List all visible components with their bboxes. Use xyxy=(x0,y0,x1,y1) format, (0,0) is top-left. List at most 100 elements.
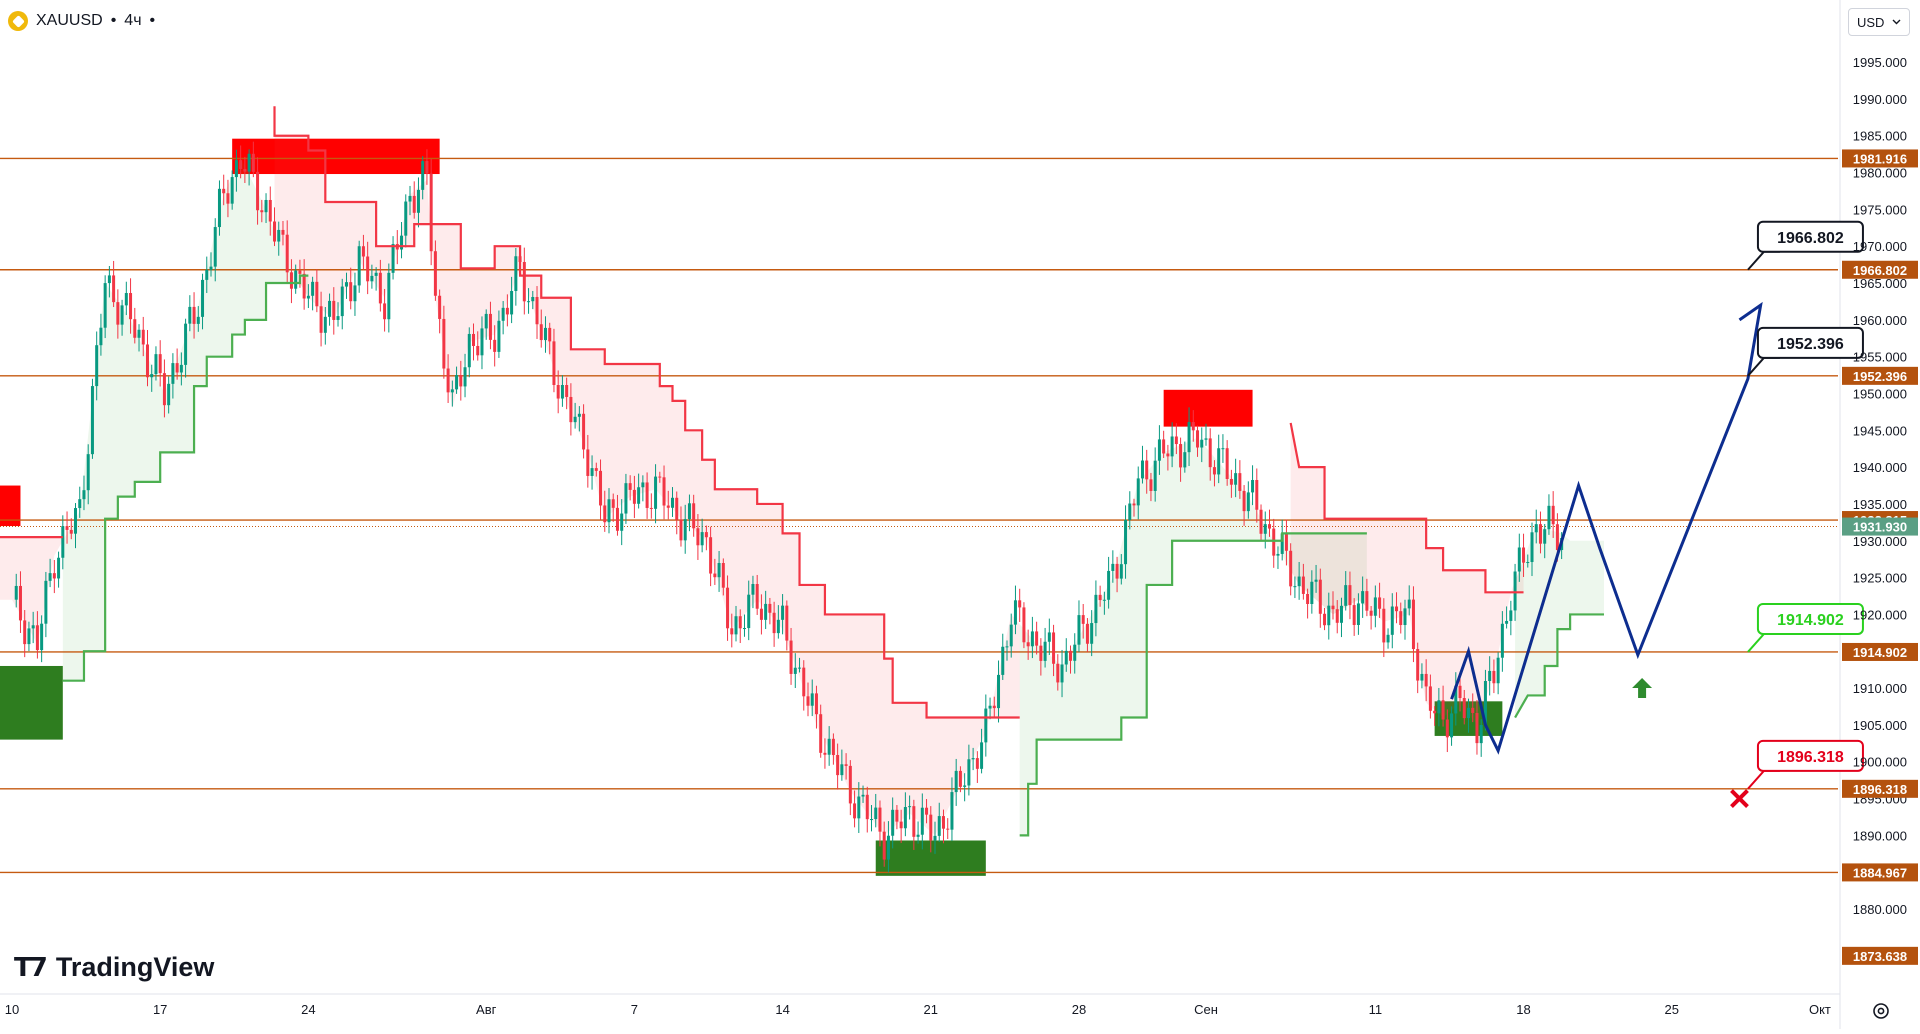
candle-body xyxy=(599,470,603,506)
candle-body xyxy=(1356,603,1360,625)
gold-coin-icon xyxy=(8,11,28,31)
candle-body xyxy=(1183,452,1187,468)
candle-body xyxy=(1352,605,1356,625)
level-badge-label: 1981.916 xyxy=(1853,151,1907,166)
candle-body xyxy=(1361,591,1365,604)
price-tick-label: 1955.000 xyxy=(1853,350,1907,365)
candle-body xyxy=(988,705,992,709)
candle-body xyxy=(1513,571,1517,611)
candle-body xyxy=(1157,439,1161,461)
candle-body xyxy=(950,792,954,830)
candle-body xyxy=(467,333,471,368)
candle-body xyxy=(594,468,598,471)
candle-body xyxy=(1047,632,1051,642)
candle-body xyxy=(476,345,480,356)
candle-body xyxy=(975,758,979,769)
time-tick-label: 7 xyxy=(631,1002,638,1017)
price-tick-label: 1970.000 xyxy=(1853,239,1907,254)
candle-body xyxy=(171,363,175,384)
candle-body xyxy=(366,256,370,282)
candle-body xyxy=(675,497,679,520)
candle-body xyxy=(1204,438,1208,440)
candle-body xyxy=(57,557,61,579)
candle-body xyxy=(289,272,293,289)
candle-body xyxy=(412,195,416,213)
candle-body xyxy=(810,693,814,706)
price-tick-label: 1945.000 xyxy=(1853,423,1907,438)
candle-body xyxy=(565,385,569,397)
candle-body xyxy=(268,199,272,222)
candle-body xyxy=(74,508,78,534)
candle-body xyxy=(1234,473,1238,485)
candle-body xyxy=(751,584,755,595)
candle-body xyxy=(1505,620,1509,624)
candle-body xyxy=(539,324,543,341)
candle-body xyxy=(154,354,158,375)
supertrend-fill-down xyxy=(1290,422,1524,725)
candle-body xyxy=(1458,685,1462,699)
level-badge-label: 1966.802 xyxy=(1853,263,1907,278)
candle-body xyxy=(1500,623,1504,658)
candle-body xyxy=(666,505,670,508)
candle-body xyxy=(573,416,577,423)
candle-body xyxy=(1416,649,1420,681)
currency-select[interactable]: USD xyxy=(1848,8,1910,36)
candle-body xyxy=(628,483,632,490)
interval-label: 4ч xyxy=(124,12,142,29)
candle-body xyxy=(205,269,209,280)
candle-body xyxy=(455,375,459,390)
candle-body xyxy=(514,256,518,291)
candle-body xyxy=(18,585,22,621)
candle-body xyxy=(543,327,547,341)
candle-body xyxy=(226,193,230,204)
candle-body xyxy=(129,293,133,320)
candle-body xyxy=(1179,444,1183,468)
level-badge-label: 1873.638 xyxy=(1853,949,1907,964)
price-tick-label: 1940.000 xyxy=(1853,460,1907,475)
candle-body xyxy=(1056,663,1060,683)
candle-body xyxy=(1543,529,1547,544)
candle-body xyxy=(256,171,260,211)
candle-body xyxy=(1386,634,1390,643)
candle-body xyxy=(556,385,560,399)
candle-body xyxy=(671,497,675,508)
projection-path xyxy=(1450,301,1763,755)
candle-body xyxy=(124,293,128,306)
supertrend-fill-down xyxy=(0,537,63,644)
candle-body xyxy=(814,693,818,715)
candle-body xyxy=(501,307,505,321)
candle-body xyxy=(306,295,310,299)
level-badge-label: 1896.318 xyxy=(1853,782,1907,797)
candle-body xyxy=(1522,547,1526,563)
candle-body xyxy=(789,640,793,674)
candle-body xyxy=(1140,460,1144,479)
tradingview-logo[interactable]: T7 TradingView xyxy=(14,952,214,983)
candle-body xyxy=(1081,615,1085,624)
candle-body xyxy=(222,188,226,194)
candle-body xyxy=(560,385,564,399)
price-tick-label: 1925.000 xyxy=(1853,571,1907,586)
candle-body xyxy=(484,313,488,329)
time-tick-label: 14 xyxy=(775,1002,789,1017)
candle-body xyxy=(1043,641,1047,661)
symbol-header[interactable]: XAUUSD • 4ч • xyxy=(8,8,155,34)
candle-body xyxy=(281,229,285,235)
candle-body xyxy=(1196,430,1200,448)
candle-body xyxy=(1174,436,1178,445)
candle-body xyxy=(1530,532,1534,563)
gear-icon[interactable] xyxy=(1870,1000,1892,1022)
candle-body xyxy=(1297,576,1301,587)
last-price-badge-label: 1931.930 xyxy=(1853,520,1907,535)
candle-body xyxy=(802,667,806,697)
candle-body xyxy=(1289,550,1293,587)
candle-body xyxy=(980,742,984,769)
candle-body xyxy=(785,605,789,641)
supertrend-line-up xyxy=(1514,613,1604,719)
candle-body xyxy=(709,537,713,574)
candle-body xyxy=(878,807,882,832)
candle-body xyxy=(658,476,662,478)
time-tick-label: 25 xyxy=(1664,1002,1678,1017)
candle-body xyxy=(1259,509,1263,534)
